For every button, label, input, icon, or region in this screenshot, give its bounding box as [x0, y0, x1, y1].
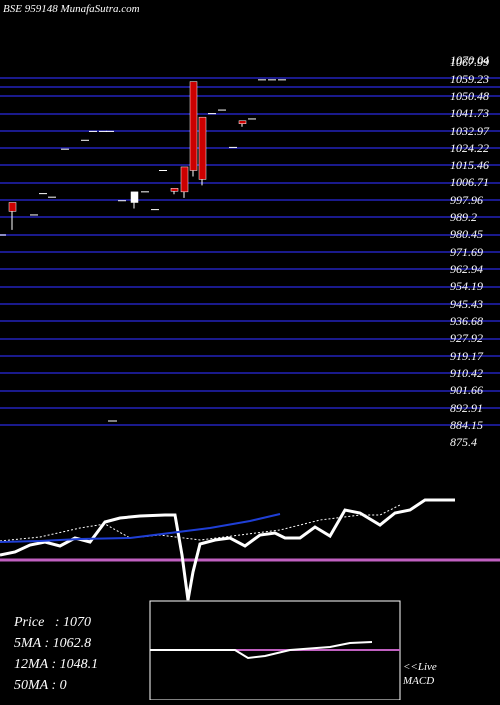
- y-tick-label: 892.91: [450, 401, 483, 415]
- candle-body: [130, 191, 139, 203]
- macd-histogram-line: [150, 641, 373, 660]
- macd-label: <<Live MACD: [403, 660, 437, 688]
- y-tick-label: 1067.99: [450, 55, 489, 69]
- y-tick-label: 936.68: [450, 314, 483, 328]
- y-tick-label: 927.92: [450, 331, 483, 345]
- y-tick-label: 962.94: [450, 262, 483, 276]
- y-tick-label: 1015.46: [450, 158, 489, 172]
- y-tick-label: 910.42: [450, 366, 483, 380]
- stat-price: Price : 1070: [14, 615, 91, 630]
- y-tick-label: 989.2: [450, 210, 477, 224]
- y-tick-label: 1032.97: [450, 124, 490, 138]
- stats-panel: Price : 1070 5MA : 1062.8 12MA : 1048.1 …: [14, 612, 98, 696]
- candle-body: [189, 81, 198, 171]
- y-tick-label: 875.4: [450, 435, 477, 449]
- candle-body: [170, 188, 179, 192]
- y-tick-label: 980.45: [450, 227, 483, 241]
- stat-5ma: 5MA : 1062.8: [14, 636, 92, 651]
- ma-line: [0, 513, 281, 543]
- y-tick-label: 1041.73: [450, 106, 489, 120]
- y-tick-label: 884.15: [450, 418, 483, 432]
- y-tick-label: 901.66: [450, 383, 483, 397]
- stat-50ma: 50MA : 0: [14, 678, 67, 693]
- macd-live-text: <<Live: [403, 661, 437, 673]
- y-tick-label: 1059.23: [450, 72, 489, 86]
- stat-12ma: 12MA : 1048.1: [14, 657, 99, 672]
- candle-body: [8, 202, 17, 212]
- y-tick-label: 971.69: [450, 245, 483, 259]
- chart-title: BSE 959148 MunafaSutra.com: [3, 3, 140, 15]
- y-tick-label: 1024.22: [450, 141, 489, 155]
- candle-body: [180, 166, 189, 193]
- y-tick-label: 919.17: [450, 349, 484, 363]
- y-tick-label: 1050.48: [450, 89, 489, 103]
- candle-body: [238, 120, 247, 124]
- y-tick-label: 954.19: [450, 279, 483, 293]
- macd-line: [0, 498, 455, 601]
- y-tick-label: 1070.04: [450, 53, 489, 67]
- macd-text: MACD: [403, 675, 435, 687]
- candle-body: [198, 116, 207, 180]
- signal-line: [0, 504, 401, 542]
- y-tick-label: 945.43: [450, 297, 483, 311]
- y-tick-label: 1006.71: [450, 175, 489, 189]
- y-tick-label: 997.96: [450, 193, 483, 207]
